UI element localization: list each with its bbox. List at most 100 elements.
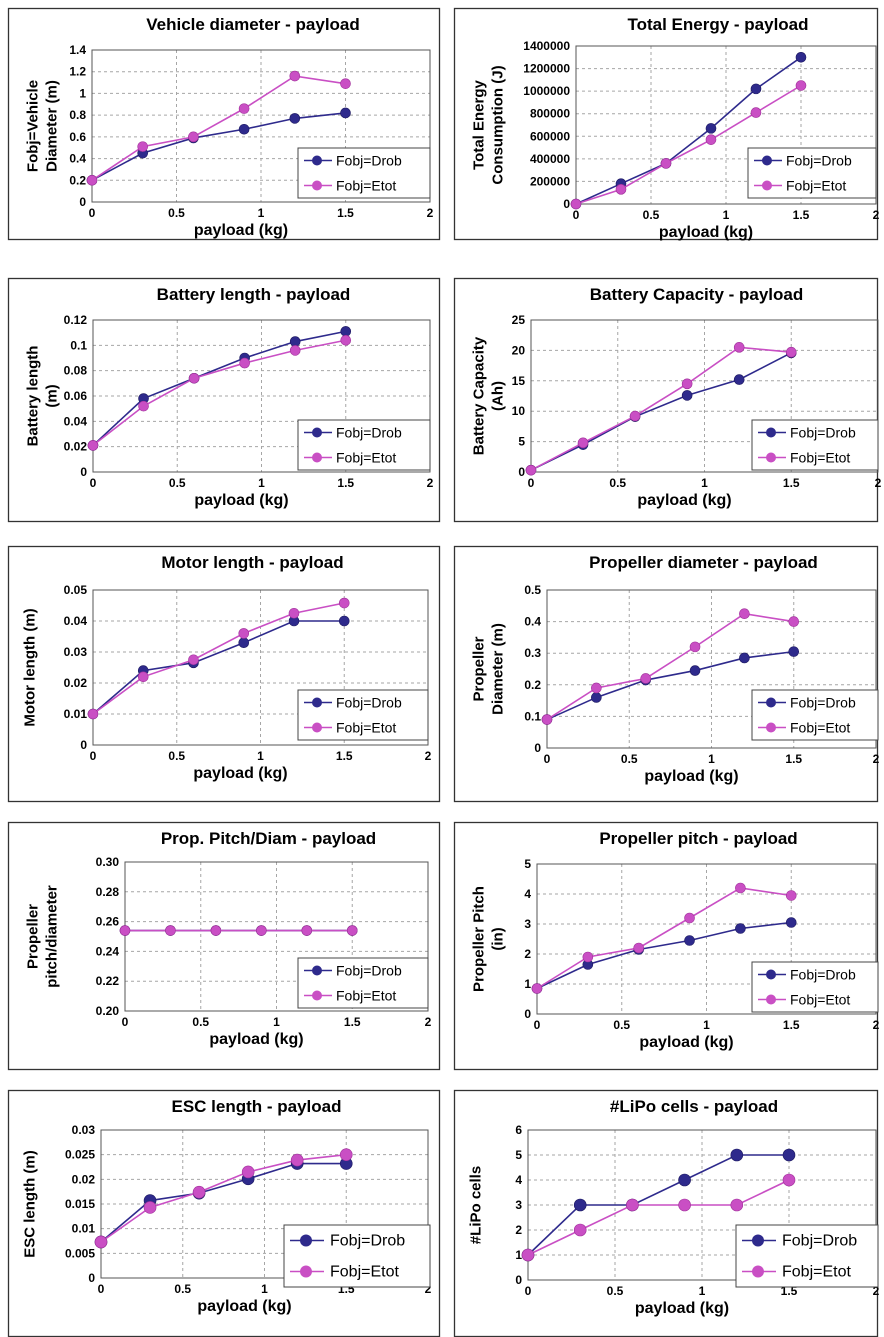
- series-line: [92, 339, 346, 447]
- legend-label: Fobj=Etot: [336, 450, 396, 466]
- data-point: [188, 131, 199, 143]
- y-tick-label: 3: [515, 1198, 522, 1212]
- legend: Fobj=Drob Fobj=Etot: [735, 1224, 879, 1288]
- x-tick-label: 2: [873, 208, 880, 222]
- chart-frame: [7, 277, 441, 523]
- chart-title: Propeller diameter - payload: [589, 553, 818, 572]
- x-tick-label: 1: [701, 476, 708, 490]
- data-point: [730, 1148, 744, 1162]
- x-tick-label: 1.5: [337, 476, 354, 490]
- y-axis-label: Propeller: [471, 636, 488, 701]
- y-tick-label: 0.015: [65, 1197, 95, 1211]
- y-tick-label: 0: [80, 465, 87, 479]
- legend-label: Fobj=Drob: [336, 963, 402, 979]
- x-tick-label: 0.5: [168, 206, 185, 220]
- y-axis-label: #LiPo cells: [468, 1166, 485, 1244]
- y-tick-label: 0.24: [96, 944, 120, 958]
- legend-label: Fobj=Drob: [782, 1233, 857, 1250]
- legend-label: Fobj=Drob: [790, 695, 856, 711]
- data-point: [87, 708, 99, 720]
- y-tick-label: 0: [518, 465, 525, 479]
- chart-frame: [7, 545, 441, 803]
- series-line: [575, 56, 802, 205]
- series-line: [92, 602, 345, 715]
- x-tick-label: 0: [90, 749, 97, 763]
- y-tick-label: 0: [80, 738, 87, 752]
- data-point: [301, 925, 313, 936]
- data-point: [730, 1198, 744, 1212]
- legend-swatch-marker: [312, 697, 322, 708]
- legend-label: Fobj=Etot: [336, 178, 396, 194]
- x-tick-label: 1.5: [793, 208, 810, 222]
- chart-panel-2: Total Energy - payload 0 0.5 1 1.5 2 0 200000 40…: [453, 7, 880, 241]
- data-point: [591, 692, 602, 703]
- y-tick-label: 400000: [530, 152, 570, 166]
- y-tick-label: 2: [515, 1223, 522, 1237]
- y-axis-label: Propeller: [25, 904, 42, 969]
- series-etot: [525, 342, 797, 476]
- x-tick-label: 2: [427, 476, 434, 490]
- legend: Fobj=Drob Fobj=Etot: [751, 689, 879, 741]
- y-tick-label: 0.30: [96, 855, 120, 869]
- x-axis-label: payload (kg): [659, 224, 753, 241]
- y-tick-label: 3: [524, 917, 531, 931]
- data-point: [689, 665, 701, 676]
- data-point: [785, 346, 797, 358]
- y-axis-label: Diameter (m): [44, 80, 61, 172]
- data-point: [256, 925, 267, 936]
- y-tick-label: 0.1: [70, 338, 87, 352]
- series-etot: [86, 70, 351, 186]
- y-tick-label: 0: [524, 1007, 531, 1021]
- x-tick-label: 0.5: [192, 1015, 209, 1029]
- data-point: [87, 440, 99, 451]
- y-tick-label: 1: [515, 1248, 522, 1262]
- chart-frame: [7, 821, 441, 1071]
- y-tick-label: 800000: [530, 107, 570, 121]
- data-point: [525, 464, 537, 476]
- y-tick-label: 1000000: [523, 84, 570, 98]
- x-tick-label: 1.5: [344, 1015, 361, 1029]
- data-point: [289, 70, 301, 82]
- x-tick-label: 2: [873, 752, 880, 766]
- data-point: [238, 123, 250, 135]
- x-tick-label: 0: [573, 208, 580, 222]
- data-point: [340, 78, 351, 89]
- series-line: [91, 75, 346, 181]
- series-line: [92, 620, 345, 715]
- data-point: [678, 1198, 691, 1212]
- data-point: [788, 616, 800, 627]
- x-tick-label: 2: [425, 749, 432, 763]
- data-point: [138, 400, 149, 412]
- legend-label: Fobj=Etot: [782, 1264, 851, 1281]
- y-tick-label: 0.04: [64, 414, 88, 428]
- plot-area: [92, 319, 431, 473]
- x-tick-label: 2: [873, 1018, 880, 1032]
- y-tick-label: 5: [515, 1148, 522, 1162]
- data-point: [678, 1173, 691, 1187]
- y-tick-label: 15: [512, 374, 526, 388]
- data-point: [289, 113, 301, 124]
- chart-panel-1: Vehicle diameter - payload 0 0.5 1 1.5 2 0 0.2 0…: [7, 7, 441, 241]
- data-point: [143, 1201, 157, 1214]
- series-etot: [531, 882, 797, 994]
- y-tick-label: 0: [534, 741, 541, 755]
- x-tick-label: 1.5: [336, 749, 353, 763]
- legend-label: Fobj=Drob: [336, 695, 402, 711]
- y-tick-label: 10: [512, 404, 526, 418]
- chart-frame: [453, 1089, 879, 1337]
- data-point: [591, 682, 602, 694]
- chart-panel-3: Battery length - payload 0 0.5 1 1.5 2 0 0.02 0.…: [7, 277, 441, 523]
- plot-area: [91, 49, 431, 203]
- data-point: [684, 935, 695, 946]
- legend-swatch-marker: [312, 452, 322, 463]
- chart-svg: Propeller diameter - payload 0 0.5 1 1.5 2 0 0.…: [453, 545, 880, 803]
- legend-swatch-marker: [300, 1265, 312, 1278]
- x-tick-label: 2: [427, 206, 434, 220]
- y-tick-label: 0.4: [69, 152, 86, 166]
- y-tick-label: 0.2: [69, 173, 86, 187]
- y-tick-label: 1400000: [523, 39, 570, 53]
- chart-panel-7: Prop. Pitch/Diam - payload 0 0.5 1 1.5 2 0.20 0…: [7, 821, 441, 1071]
- x-tick-label: 0.5: [607, 1284, 624, 1298]
